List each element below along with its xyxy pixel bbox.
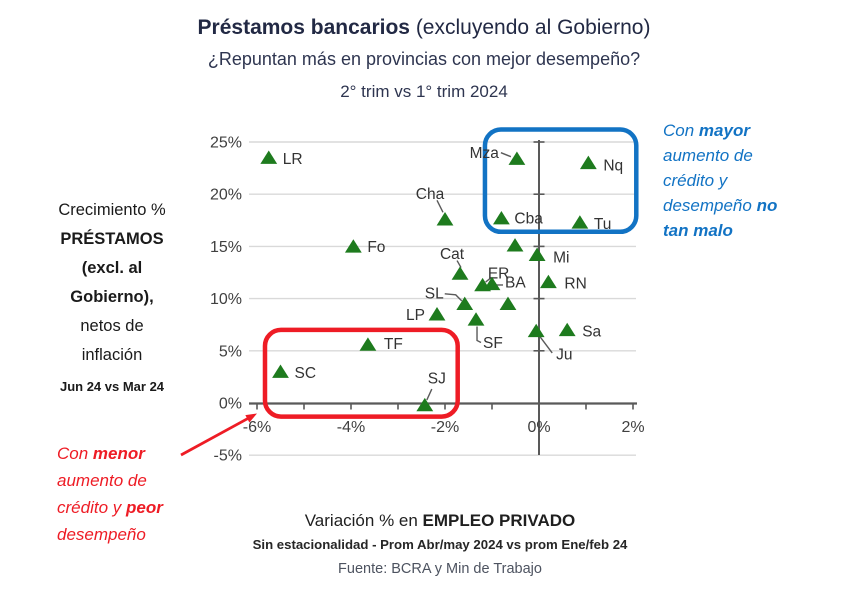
data-point-Fo xyxy=(344,239,362,253)
data-point-Cat xyxy=(451,266,469,280)
annotation-text: desempeño xyxy=(57,525,146,544)
data-point-LR xyxy=(260,150,278,164)
y-tick-label: 20% xyxy=(210,187,242,204)
label-connector-ER xyxy=(485,277,492,283)
data-point-Cba xyxy=(493,211,510,225)
data-point-RN xyxy=(540,274,557,289)
data-point-SL xyxy=(456,296,474,311)
data-point-SF xyxy=(467,312,485,326)
x-tick-label: -4% xyxy=(337,419,365,436)
y-axis-period-note: Jun 24 vs Mar 24 xyxy=(59,379,165,394)
x-axis-title-regular: Variación % en xyxy=(304,511,423,530)
x-tick-label: 0% xyxy=(527,419,550,436)
point-label-Nq: Nq xyxy=(603,157,623,174)
label-connector-SJ xyxy=(426,388,433,401)
group-mayor-credito xyxy=(482,127,639,235)
annotation-text-bold: mayor xyxy=(698,121,750,140)
y-axis-title-line: (excl. al xyxy=(81,259,143,277)
red-arrow-line xyxy=(180,416,250,457)
point-label-Sa: Sa xyxy=(582,323,601,340)
x-tick-label: 2% xyxy=(621,419,644,436)
point-label-Fo: Fo xyxy=(367,239,385,256)
annotation-text-bold: no tan malo xyxy=(663,196,778,240)
point-label-LP: LP xyxy=(406,307,425,324)
y-tick-label: 10% xyxy=(210,291,242,308)
point-label-Mza: Mza xyxy=(470,145,500,162)
y-tick-label: 0% xyxy=(219,396,242,413)
data-point-Ju xyxy=(527,323,545,338)
x-tick-label: -2% xyxy=(431,419,459,436)
point-label-Cba: Cba xyxy=(514,211,543,228)
data-point-BA xyxy=(483,276,501,291)
data-point-Sa xyxy=(558,322,576,337)
y-tick-label: 15% xyxy=(210,239,242,256)
data-point-LP xyxy=(428,307,446,321)
point-label-ER: ER xyxy=(488,266,510,283)
y-axis-title: Crecimiento % PRÉSTAMOS (excl. al Gobier… xyxy=(36,196,188,396)
data-point-unlabeled xyxy=(499,296,517,311)
data-point-TF xyxy=(359,337,377,351)
data-point-SC xyxy=(272,364,289,378)
label-connector-SF xyxy=(476,326,482,344)
x-axis-title-bold: EMPLEO PRIVADO xyxy=(422,511,576,530)
annotation-text: aumento de crédito y desempeño xyxy=(663,146,757,215)
y-axis-title-line: netos de xyxy=(80,317,144,335)
y-tick-label: 25% xyxy=(210,135,242,152)
page-title-bold: Préstamos bancarios xyxy=(197,16,410,39)
data-point-Cha xyxy=(436,212,454,226)
y-axis-title-line: Gobierno), xyxy=(70,288,154,306)
point-label-Cat: Cat xyxy=(440,246,465,263)
page-title: Préstamos bancarios (excluyendo al Gobie… xyxy=(0,16,848,40)
annotation-text: Con xyxy=(663,121,699,140)
header: Préstamos bancarios (excluyendo al Gobie… xyxy=(0,0,848,102)
annotation-text: aumento de crédito y xyxy=(57,471,147,517)
source-note: Fuente: BCRA y Min de Trabajo xyxy=(338,561,542,577)
annotation-text-bold: menor xyxy=(92,444,145,463)
data-point-Nq xyxy=(579,155,597,170)
point-label-LR: LR xyxy=(283,151,303,168)
y-axis-title-line: inflación xyxy=(81,346,143,364)
point-label-SF: SF xyxy=(483,335,503,352)
x-tick-label: -6% xyxy=(243,419,271,436)
annotation-text: Con xyxy=(57,444,93,463)
y-tick-label: 5% xyxy=(219,343,242,360)
label-connector-Cha xyxy=(436,199,444,213)
data-point-Mza xyxy=(508,151,526,165)
label-connector-Cat xyxy=(456,260,462,268)
point-label-Tu: Tu xyxy=(594,216,612,233)
y-tick-label: -5% xyxy=(214,448,242,465)
point-label-Ju: Ju xyxy=(556,346,572,363)
annotation-menor-credito: Con menor aumento de crédito y peor dese… xyxy=(57,440,189,548)
red-arrow-head xyxy=(245,413,257,423)
x-axis-subtitle: Sin estacionalidad - Prom Abr/may 2024 v… xyxy=(252,537,628,552)
group-menor-credito xyxy=(262,327,460,419)
point-label-BA: BA xyxy=(505,274,526,291)
data-point-unlabeled xyxy=(506,238,524,252)
annotation-mayor-credito: Con mayor aumento de crédito y desempeño… xyxy=(663,118,797,243)
point-label-TF: TF xyxy=(384,336,403,353)
data-point-Mi xyxy=(528,247,546,261)
x-axis-title: Variación % en EMPLEO PRIVADO xyxy=(150,510,730,532)
data-point-Tu xyxy=(571,215,589,229)
label-connector-Ju xyxy=(539,336,553,354)
point-label-Cha: Cha xyxy=(416,186,445,203)
label-connector-Mza xyxy=(500,152,512,158)
y-axis-title-line: Crecimiento % xyxy=(58,201,166,219)
point-label-SL: SL xyxy=(425,285,444,302)
label-connector-SL xyxy=(444,293,463,302)
page-subtitle: ¿Repuntan más en provincias con mejor de… xyxy=(207,49,641,69)
page-title-rest: (excluyendo al Gobierno) xyxy=(409,16,651,39)
y-axis-title-line: PRÉSTAMOS xyxy=(60,230,164,248)
point-label-SJ: SJ xyxy=(428,371,446,388)
point-label-SC: SC xyxy=(295,365,317,382)
period-label: 2° trim vs 1° trim 2024 xyxy=(340,82,508,101)
x-axis-caption-block: Variación % en EMPLEO PRIVADO Sin estaci… xyxy=(150,510,730,579)
annotation-text-bold: peor xyxy=(125,498,163,517)
data-point-SJ xyxy=(416,397,434,412)
point-label-RN: RN xyxy=(564,275,586,292)
point-label-Mi: Mi xyxy=(553,249,569,266)
